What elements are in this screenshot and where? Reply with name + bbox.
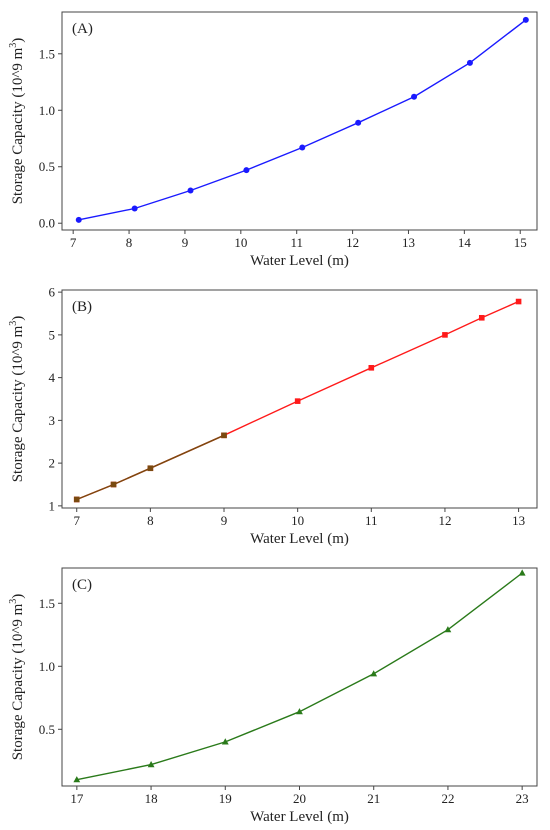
chart-b-data-point	[110, 481, 117, 488]
chart-a-y-tick-label: 1.5	[39, 46, 55, 61]
chart-a-data-point	[522, 16, 529, 23]
chart-a-y-tick-label: 1.0	[39, 103, 55, 118]
chart-c-data-point	[370, 670, 378, 677]
chart-c-y-axis-label-main: Storage Capacity (10^9 m	[10, 603, 26, 760]
chart-c-panel-label: (C)	[72, 577, 92, 593]
chart-b-y-tick-label: 6	[49, 285, 56, 300]
chart-b-y-axis-label-sup: 3	[8, 321, 19, 326]
chart-b-x-tick-label: 9	[221, 513, 228, 528]
chart-b-series-2-line	[76, 434, 225, 501]
chart-c-series-1-line	[76, 572, 523, 781]
chart-a-panel-label: (A)	[72, 21, 93, 37]
chart-c-x-tick-label: 21	[367, 791, 380, 806]
chart-b-y-tick-label: 2	[49, 456, 56, 471]
chart-c-data-point	[73, 776, 81, 783]
chart-a-data-point	[299, 144, 306, 151]
chart-b-y-tick-label: 1	[49, 498, 56, 513]
chart-b-data-point	[442, 332, 448, 338]
chart-a-data-point	[411, 93, 418, 100]
chart-c-data-point	[147, 761, 155, 768]
chart-b-data-point	[73, 496, 80, 503]
chart-c-x-tick-label: 23	[516, 791, 529, 806]
chart-c-y-axis-label-sup: 3	[8, 599, 19, 604]
chart-b-x-tick-label: 13	[512, 513, 525, 528]
chart-c-x-tick-label: 22	[441, 791, 454, 806]
chart-c-x-tick-label: 20	[293, 791, 306, 806]
chart-b-data-point	[515, 298, 522, 305]
chart-c-panel: 17 18 19 20 21 22 23 0.5 1.0 1.5 Water Level (m) St…	[8, 567, 538, 825]
chart-b-y-axis-label: Storage Capacity (10^9 m3)	[8, 316, 26, 483]
chart-c-frame	[61, 567, 538, 787]
chart-a-data-point	[243, 167, 250, 174]
chart-c-y-axis-label-end: )	[10, 594, 26, 599]
chart-b-panel-label: (B)	[72, 299, 92, 315]
chart-a-x-tick-label: 9	[182, 235, 189, 250]
chart-c-data-point	[444, 626, 452, 633]
chart-a-data-point	[131, 205, 138, 212]
chart-c-data-point	[221, 738, 229, 745]
chart-a-x-tick-label: 13	[402, 235, 415, 250]
chart-a-series-1-line	[78, 19, 527, 221]
chart-a-x-tick-label: 10	[234, 235, 247, 250]
chart-a-data-point	[466, 59, 473, 66]
chart-a-x-tick-label: 15	[514, 235, 527, 250]
chart-c-data-point	[518, 569, 526, 576]
chart-a-data-point	[187, 187, 194, 194]
chart-a-y-axis-label-main: Storage Capacity (10^9 m	[10, 47, 26, 204]
chart-a-panel: 7 8 9 10 11 12 13 14 15 0.0 0.5 1.0 1.5 Water Level (…	[8, 11, 538, 269]
chart-b-x-tick-label: 11	[365, 513, 378, 528]
chart-b-y-tick-label: 4	[49, 370, 56, 385]
chart-b-frame	[61, 289, 538, 509]
chart-c-x-tick-label: 18	[145, 791, 158, 806]
chart-b-x-axis-label: Water Level (m)	[250, 531, 349, 547]
chart-a-y-tick-label: 0.0	[39, 216, 55, 231]
chart-a-y-axis-label-sup: 3	[8, 43, 19, 48]
chart-c-y-tick-label: 1.0	[39, 659, 55, 674]
chart-b-x-tick-label: 7	[73, 513, 80, 528]
chart-a-x-tick-label: 8	[126, 235, 133, 250]
chart-b-y-tick-label: 3	[49, 413, 56, 428]
chart-c-data-point	[296, 708, 303, 715]
chart-c-x-axis-label: Water Level (m)	[250, 809, 349, 825]
chart-b-x-tick-label: 8	[147, 513, 154, 528]
chart-a-x-tick-label: 14	[458, 235, 472, 250]
chart-a-x-tick-label: 11	[290, 235, 303, 250]
chart-b-y-axis-label-main: Storage Capacity (10^9 m	[10, 325, 26, 482]
chart-a-frame	[61, 11, 538, 231]
chart-a-x-axis-label: Water Level (m)	[250, 253, 349, 269]
chart-b-y-tick-label: 5	[49, 327, 56, 342]
chart-b-data-point	[294, 398, 301, 404]
chart-c-y-axis-label: Storage Capacity (10^9 m3)	[8, 594, 26, 761]
chart-a-data-point	[355, 119, 362, 126]
chart-a-x-tick-label: 12	[346, 235, 359, 250]
chart-b-data-point	[368, 364, 375, 371]
chart-a-data-point	[75, 216, 82, 223]
chart-b-x-tick-label: 12	[438, 513, 451, 528]
chart-a-y-axis-label-end: )	[10, 38, 26, 43]
chart-b-data-point	[147, 465, 154, 472]
chart-a-y-axis-label: Storage Capacity (10^9 m3)	[8, 38, 26, 205]
chart-b-data-point	[221, 432, 227, 439]
chart-a-x-tick-label: 7	[70, 235, 77, 250]
chart-c-x-tick-label: 17	[70, 791, 84, 806]
chart-b-y-axis-label-end: )	[10, 316, 26, 321]
chart-a-y-tick-label: 0.5	[39, 159, 55, 174]
chart-c-y-tick-label: 1.5	[39, 596, 55, 611]
chart-c-x-tick-label: 19	[219, 791, 232, 806]
chart-c-y-tick-label: 0.5	[39, 722, 55, 737]
chart-b-x-tick-label: 10	[291, 513, 304, 528]
chart-b-data-point	[478, 314, 485, 321]
